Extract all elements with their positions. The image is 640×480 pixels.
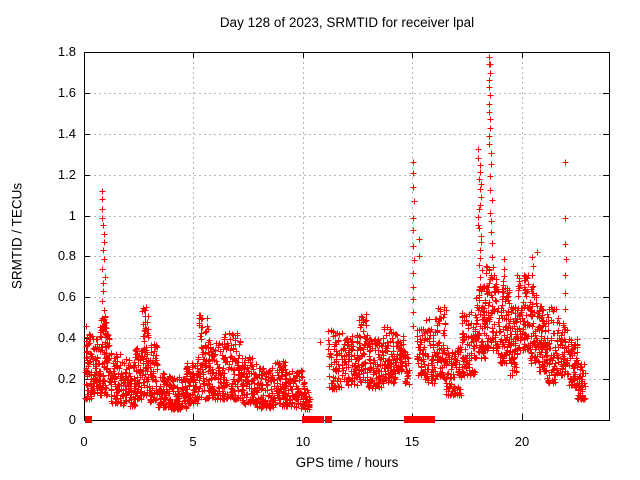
y-tick-label: 1.8 [58,44,76,59]
x-tick-label: 15 [405,434,419,449]
y-tick-label: 0.8 [58,248,76,263]
x-tick-label: 20 [515,434,529,449]
y-tick-label: 1 [69,208,76,223]
y-tick-label: 0.2 [58,371,76,386]
y-tick-label: 0.4 [58,330,76,345]
y-tick-label: 1.4 [58,126,76,141]
y-tick-label: 1.6 [58,85,76,100]
x-tick-label: 5 [189,434,196,449]
x-axis-label: GPS time / hours [295,455,399,470]
x-tick-labels: 0 5 10 15 20 [80,434,529,449]
gap-markers [85,416,435,423]
y-axis-label: SRMTID / TECUs [9,182,25,290]
y-tick-label: 0 [69,412,76,427]
y-tick-labels: 0 0.2 0.4 0.6 0.8 1 1.2 1.4 1.6 1.8 [58,44,76,427]
axis-frame [84,52,610,421]
chart-title: Day 128 of 2023, SRMTID for receiver lpa… [219,15,475,30]
scatter-series [82,54,589,413]
x-tick-label: 10 [296,434,310,449]
y-tick-label: 1.2 [58,167,76,182]
x-tick-label: 0 [80,434,87,449]
y-tick-label: 0.6 [58,289,76,304]
